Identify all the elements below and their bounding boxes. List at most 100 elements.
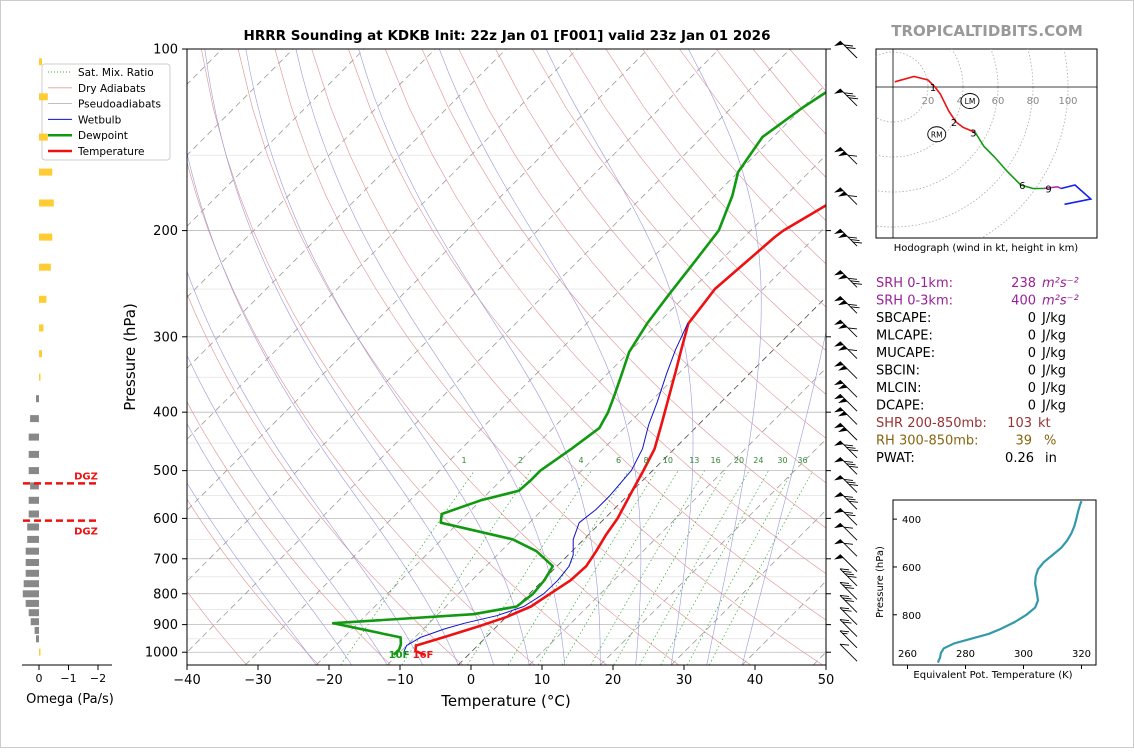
omega-bar (26, 570, 39, 577)
parameter-value: 39 (1015, 434, 1032, 449)
x-tick-label: 40 (747, 673, 764, 688)
theta-e-frame (893, 500, 1096, 665)
theta-e-x-tick-label: 280 (956, 649, 975, 660)
parameter-label: SBCIN: (876, 364, 920, 379)
surface-temperature-label: 16F (413, 650, 434, 661)
mixing-ratio-label: 10 (663, 456, 673, 465)
omega-bar (27, 524, 39, 531)
omega-bar (39, 350, 42, 357)
parameter-label: SBCAPE: (876, 311, 931, 326)
x-tick-label: 0 (467, 673, 475, 688)
parameter-unit: in (1045, 451, 1057, 466)
y-axis-label: Pressure (hPa) (121, 303, 139, 411)
omega-bar (39, 296, 46, 303)
omega-bar (36, 635, 39, 642)
theta-e-y-tick-label: 800 (902, 611, 921, 622)
omega-bar (39, 200, 54, 207)
x-tick-label: 10 (534, 673, 551, 688)
omega-bar (39, 93, 48, 100)
x-tick-label: 30 (676, 673, 693, 688)
mixing-ratio-label: 8 (643, 456, 648, 465)
omega-bar (39, 169, 52, 176)
mixing-ratio-label: 13 (689, 456, 699, 465)
omega-tick-label: −2 (90, 672, 106, 685)
x-tick-label: 50 (818, 673, 835, 688)
legend-entry-label: Pseudoadiabats (78, 99, 161, 111)
parameter-unit: J/kg (1041, 346, 1066, 361)
legend-entry-label: Dry Adiabats (78, 83, 146, 95)
omega-bar (29, 451, 39, 458)
parameter-label: DCAPE: (876, 399, 924, 414)
parameter-value: 103 (1007, 416, 1032, 431)
parameter-label: MLCAPE: (876, 329, 933, 344)
parameter-value: 0.26 (1005, 451, 1034, 466)
y-tick-label: 300 (153, 330, 178, 345)
legend-entry-label: Dewpoint (78, 130, 128, 142)
parameter-label: RH 300-850mb: (876, 434, 979, 449)
parameter-value: 0 (1028, 399, 1036, 414)
y-tick-label: 1000 (145, 646, 178, 661)
omega-bar (35, 627, 39, 634)
parameter-value: 0 (1028, 346, 1036, 361)
omega-bar (23, 590, 39, 597)
y-tick-label: 600 (153, 512, 178, 527)
parameter-value: 0 (1028, 329, 1036, 344)
omega-bar (39, 234, 52, 241)
omega-bar (29, 434, 39, 441)
mixing-ratio-label: 16 (711, 456, 721, 465)
y-tick-label: 400 (153, 406, 178, 421)
omega-bar (24, 580, 39, 587)
dgz-label: DGZ (74, 471, 98, 482)
legend-entry-label: Wetbulb (78, 114, 122, 126)
y-tick-label: 100 (153, 43, 178, 58)
y-tick-label: 700 (153, 552, 178, 567)
parameter-label: SHR 200-850mb: (876, 416, 987, 431)
omega-bar (26, 600, 39, 607)
y-tick-label: 200 (153, 224, 178, 239)
parameter-unit: J/kg (1041, 329, 1066, 344)
hodograph-height-marker: 2 (951, 118, 957, 129)
hodograph-height-marker: 9 (1045, 185, 1051, 196)
mixing-ratio-label: 24 (753, 456, 763, 465)
mixing-ratio-label: 6 (616, 456, 621, 465)
omega-bar (39, 134, 48, 141)
y-tick-label: 900 (153, 618, 178, 633)
parameter-unit: J/kg (1041, 311, 1066, 326)
hodograph-height-marker: 6 (1019, 181, 1025, 192)
hodograph-ring-label: 20 (922, 96, 935, 107)
dgz-label: DGZ (74, 527, 98, 538)
omega-bar (27, 536, 39, 543)
x-tick-label: 20 (605, 673, 622, 688)
theta-e-x-tick-label: 300 (1014, 649, 1033, 660)
mixing-ratio-label: 36 (797, 456, 807, 465)
hodograph-ring-label: 60 (992, 96, 1005, 107)
mixing-ratio-label: 4 (579, 456, 584, 465)
x-tick-label: −20 (315, 673, 342, 688)
omega-bar (29, 467, 39, 474)
hodograph-ring-label: 100 (1058, 96, 1077, 107)
legend-entry-label: Sat. Mix. Ratio (78, 67, 154, 79)
theta-e-x-label: Equivalent Pot. Temperature (K) (913, 670, 1072, 681)
legend-entry-label: Temperature (77, 146, 145, 158)
omega-axis-label: Omega (Pa/s) (26, 692, 114, 707)
x-tick-label: −40 (173, 673, 200, 688)
theta-e-y-tick-label: 400 (902, 515, 921, 526)
skewt-legend: Sat. Mix. Ratio Dry Adiabats Pseudoadiabat… (42, 64, 170, 160)
omega-bar (39, 58, 42, 65)
storm-motion-label: LM (965, 97, 976, 106)
omega-bar (29, 497, 39, 504)
omega-bar (29, 511, 39, 518)
mixing-ratio-label: 30 (777, 456, 787, 465)
hodograph-title: Hodograph (wind in kt, height in km) (894, 243, 1079, 254)
omega-tick-label: 0 (36, 672, 43, 685)
x-axis-label: Temperature (°C) (440, 692, 570, 710)
surface-dewpoint-label: 10F (389, 650, 410, 661)
omega-bar (39, 264, 51, 271)
parameter-label: MLCIN: (876, 381, 921, 396)
omega-bar (31, 618, 39, 625)
omega-bar (36, 395, 39, 402)
parameter-unit: J/kg (1041, 381, 1066, 396)
parameter-unit: m²s⁻² (1042, 294, 1079, 309)
